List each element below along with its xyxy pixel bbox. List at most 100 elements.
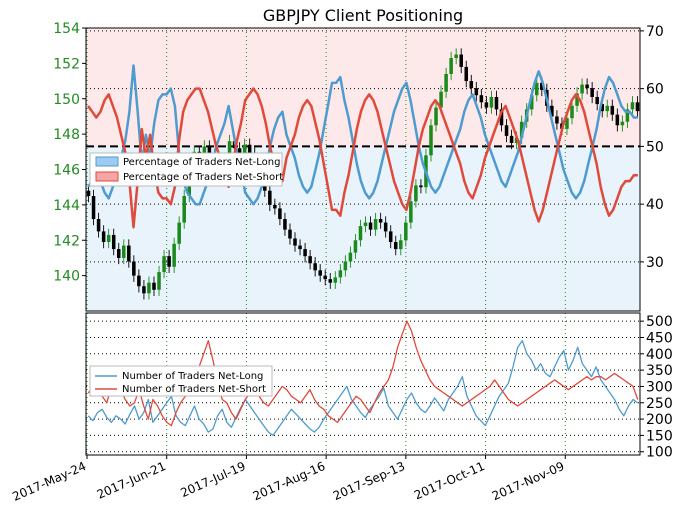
price-candle-body bbox=[454, 54, 458, 59]
price-candle-body bbox=[615, 114, 620, 126]
price-tick-label: 148 bbox=[53, 127, 80, 143]
trader-count-tick-label: 250 bbox=[646, 396, 673, 412]
date-tick-label: 2017-Oct-11 bbox=[412, 459, 487, 503]
price-candle-body bbox=[116, 249, 121, 258]
price-candle-body bbox=[91, 196, 96, 220]
price-candle-body bbox=[318, 270, 322, 276]
trader-count-tick-label: 150 bbox=[646, 428, 673, 444]
date-tick-label: 2017-Jun-21 bbox=[95, 459, 168, 502]
price-tick-label: 150 bbox=[53, 92, 80, 108]
top-panel: 140 142 144 146 148 150 152 154 30 40 50 60 70 Perc… bbox=[53, 21, 664, 312]
price-candle-body bbox=[383, 222, 388, 232]
price-candle-body bbox=[207, 146, 212, 156]
net-short-count-legend-label: Number of Traders Net-Short bbox=[122, 384, 266, 395]
price-candle-body bbox=[540, 82, 544, 90]
price-candle-body bbox=[122, 245, 126, 258]
price-candle-body bbox=[147, 282, 151, 294]
price-tick-label: 140 bbox=[53, 269, 80, 285]
chart-title: GBPJPY Client Positioning bbox=[263, 6, 463, 25]
price-candle-body bbox=[534, 82, 539, 96]
price-candle-body bbox=[127, 245, 131, 262]
price-candle-body bbox=[101, 231, 106, 243]
price-candle-body bbox=[550, 105, 554, 117]
price-candle-body bbox=[519, 121, 524, 138]
price-candle-body bbox=[278, 208, 282, 220]
price-candle-body bbox=[399, 240, 403, 250]
price-candle-body bbox=[172, 243, 176, 267]
bottom-legend-frame bbox=[89, 365, 273, 397]
price-candle-body bbox=[469, 81, 474, 89]
price-candle-body bbox=[333, 277, 338, 283]
price-tick-label: 152 bbox=[53, 56, 80, 72]
trader-count-tick-label: 400 bbox=[646, 347, 673, 363]
percentage-tick-label: 50 bbox=[646, 139, 664, 155]
price-candle-body bbox=[358, 226, 363, 241]
price-candle-body bbox=[368, 222, 373, 230]
net-long-legend-swatch bbox=[95, 156, 119, 167]
price-candle-body bbox=[308, 256, 312, 264]
date-axis: 2017-May-24 2017-Jun-21 2017-Jul-19 2017-Au… bbox=[10, 455, 566, 504]
percentage-tick-label: 60 bbox=[646, 82, 664, 98]
price-tick-label: 154 bbox=[53, 21, 80, 37]
price-candle-body bbox=[504, 125, 509, 136]
top-gridlines bbox=[86, 28, 640, 311]
price-candle-body bbox=[474, 88, 479, 96]
price-tick-label: 144 bbox=[53, 198, 80, 214]
price-candle-body bbox=[338, 270, 343, 278]
price-candle-body bbox=[484, 102, 489, 108]
price-candle-body bbox=[509, 135, 514, 143]
price-candle-body bbox=[414, 185, 418, 202]
percentage-axis: 30 40 50 60 70 bbox=[640, 24, 664, 271]
trader-count-tick-label: 500 bbox=[646, 314, 673, 330]
price-candle-body bbox=[620, 121, 625, 126]
price-tick-label: 142 bbox=[53, 233, 80, 249]
net-short-percentage-line bbox=[87, 87, 638, 229]
price-candle-body bbox=[489, 96, 494, 108]
price-candle-body bbox=[393, 242, 398, 250]
price-candle-body bbox=[444, 73, 448, 92]
percentage-tick-label: 30 bbox=[646, 255, 664, 271]
date-tick-label: 2017-Aug-16 bbox=[251, 459, 328, 503]
price-candle-body bbox=[152, 282, 156, 290]
trader-count-tick-label: 300 bbox=[646, 379, 673, 395]
price-candle-body bbox=[268, 190, 272, 205]
trader-count-tick-label: 100 bbox=[646, 445, 673, 461]
net-short-band bbox=[86, 28, 640, 147]
trader-count-tick-label: 200 bbox=[646, 412, 673, 428]
net-short-count-line bbox=[87, 320, 639, 427]
bottom-plot-frame bbox=[85, 312, 641, 456]
price-candle-body bbox=[429, 125, 433, 156]
price-candle-body bbox=[273, 204, 277, 209]
price-tick-label: 146 bbox=[53, 163, 80, 179]
price-candle-body bbox=[409, 201, 413, 223]
price-candle-body bbox=[293, 238, 297, 246]
price-candle-body bbox=[373, 219, 378, 230]
trader-count-tick-label: 450 bbox=[646, 330, 673, 346]
net-long-count-line bbox=[87, 340, 639, 437]
price-candle-body bbox=[313, 263, 317, 271]
price-candle-body bbox=[227, 141, 232, 163]
price-candle-body bbox=[106, 234, 111, 243]
date-tick-label: 2017-Nov-09 bbox=[490, 459, 567, 503]
price-candle-body bbox=[328, 279, 333, 283]
price-candle-body bbox=[283, 219, 287, 230]
price-candle-body bbox=[363, 222, 368, 227]
price-candle-body bbox=[580, 84, 584, 94]
price-candle-body bbox=[132, 261, 136, 276]
price-candle-body bbox=[247, 144, 252, 154]
date-tick-label: 2017-May-24 bbox=[10, 459, 88, 504]
price-candle-body bbox=[288, 229, 292, 239]
price-candle-body bbox=[137, 275, 141, 287]
price-candle-body bbox=[439, 91, 443, 108]
price-candle-body bbox=[635, 102, 640, 112]
price-candle-body bbox=[434, 107, 438, 126]
price-candle-body bbox=[595, 96, 599, 105]
price-candle-body bbox=[157, 272, 161, 290]
price-candle-body bbox=[630, 102, 635, 110]
price-candle-body bbox=[590, 88, 594, 97]
price-candle-body bbox=[96, 219, 101, 232]
date-tick-label: 2017-Sep-13 bbox=[331, 459, 407, 503]
price-candle-body bbox=[499, 109, 504, 126]
